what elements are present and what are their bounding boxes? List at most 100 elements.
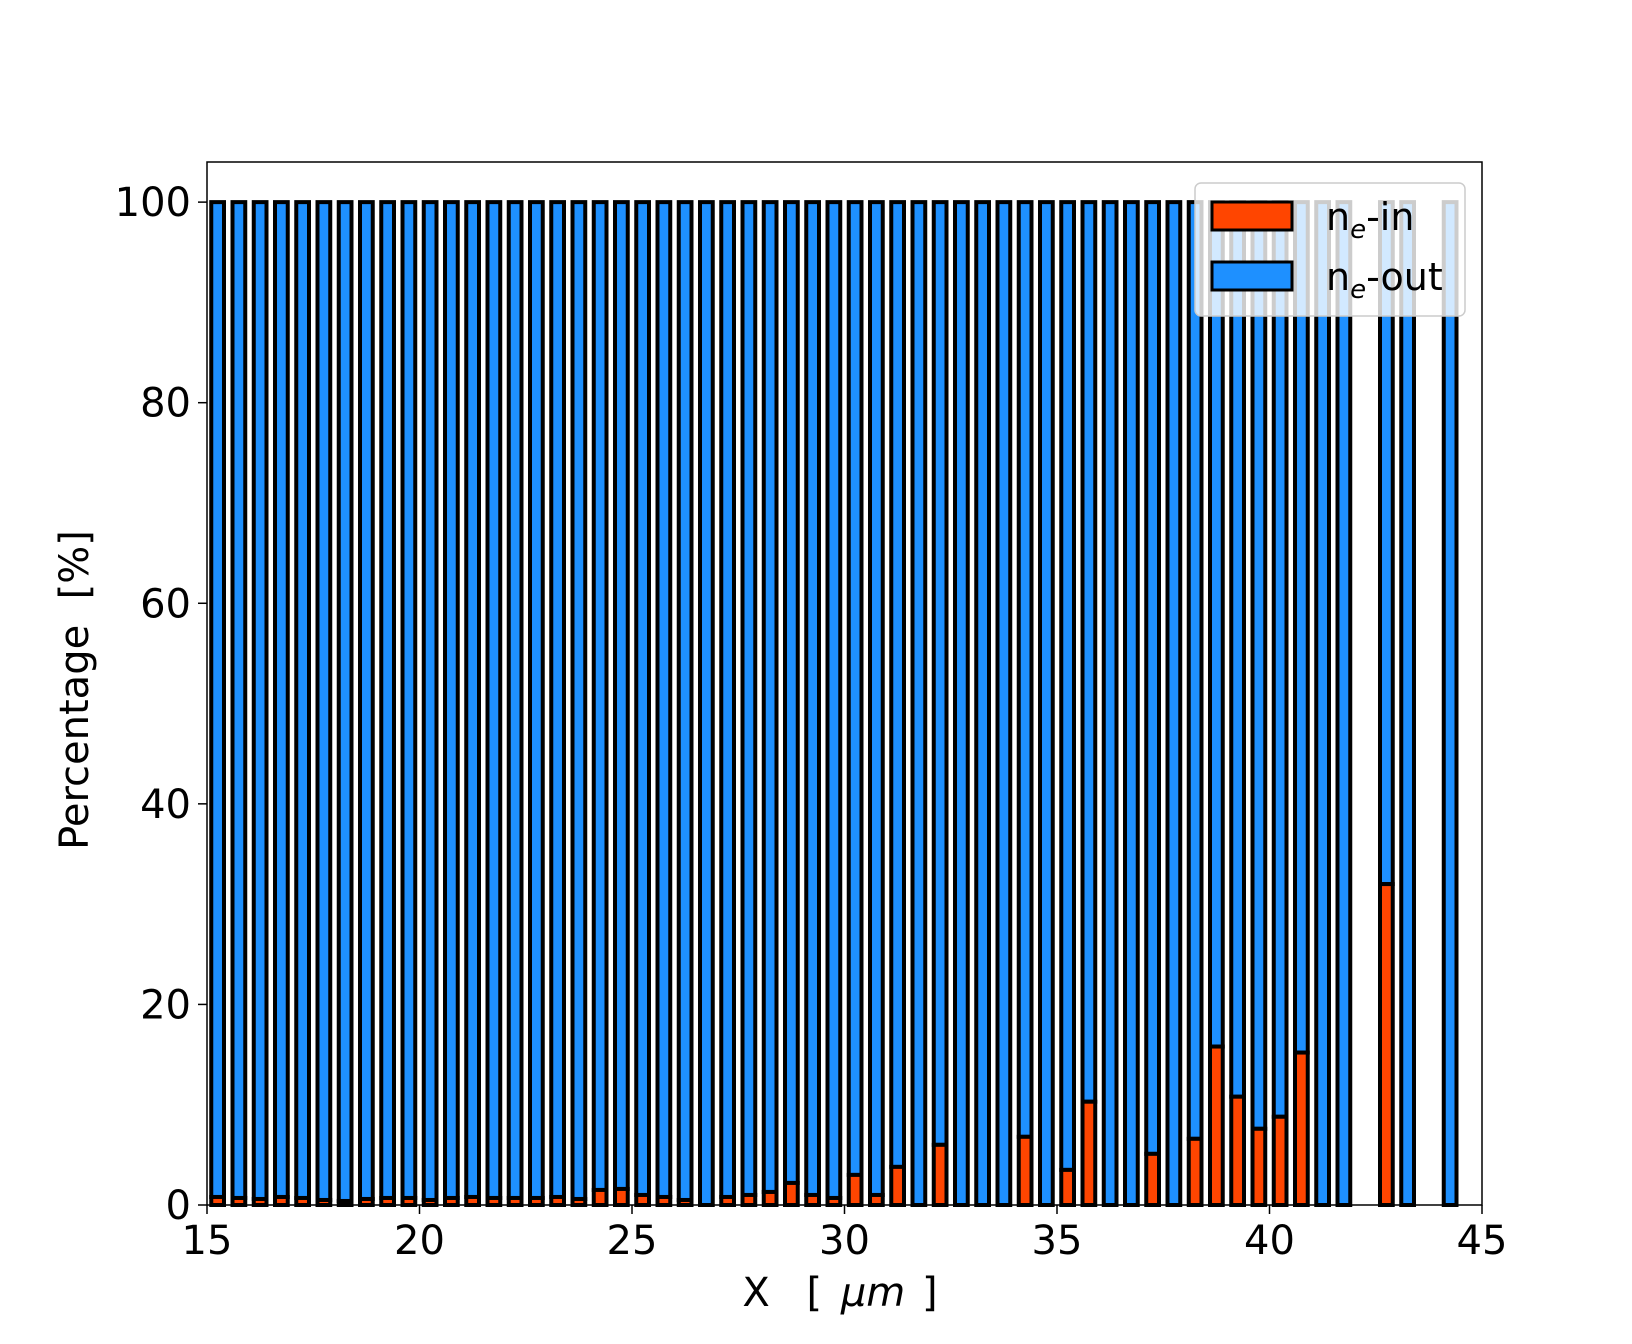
x-tick-label: 35 bbox=[1032, 1218, 1083, 1264]
bar-ne-out bbox=[1101, 200, 1119, 1208]
bar-ne-out bbox=[506, 200, 524, 1200]
legend-label: ne-in bbox=[1326, 195, 1414, 245]
bar-ne-out bbox=[1038, 200, 1055, 1208]
y-tick-label: 0 bbox=[166, 1183, 191, 1229]
bar-ne-out bbox=[825, 200, 843, 1200]
bar-ne-out bbox=[273, 200, 290, 1199]
bar-ne-in bbox=[1293, 1050, 1310, 1207]
bar-ne-out bbox=[634, 200, 651, 1197]
x-tick-label: 25 bbox=[607, 1218, 658, 1264]
bar-ne-in bbox=[443, 1195, 460, 1208]
bar-ne-in bbox=[570, 1196, 588, 1207]
bar-ne-in bbox=[783, 1180, 800, 1207]
x-axis-label-bracket-close: ] bbox=[922, 1270, 938, 1316]
bar-ne-out bbox=[783, 200, 800, 1185]
x-axis: 15 20 25 30 35 40 45 bbox=[182, 1205, 1507, 1264]
y-axis: 0 20 40 60 80 100 bbox=[115, 180, 207, 1229]
bar-ne-out bbox=[995, 200, 1013, 1208]
bar-ne-in bbox=[740, 1192, 758, 1208]
x-axis-label: X [ μm ] bbox=[742, 1270, 937, 1316]
bar-ne-out bbox=[1186, 200, 1204, 1141]
bar-ne-out bbox=[209, 200, 226, 1199]
bar-ne-out bbox=[1271, 200, 1289, 1119]
bar-ne-out bbox=[464, 200, 481, 1199]
bar-ne-out bbox=[804, 200, 821, 1197]
bar-ne-out bbox=[570, 200, 588, 1201]
plot-frame bbox=[206, 161, 1483, 1206]
y-axis-label: Percentage [%] bbox=[52, 530, 98, 850]
y-tick-label: 40 bbox=[140, 782, 191, 828]
bar-ne-out bbox=[485, 200, 503, 1200]
bar-ne-out bbox=[1399, 200, 1416, 1208]
y-tick-label: 100 bbox=[115, 180, 191, 226]
bar-ne-in bbox=[1059, 1167, 1076, 1208]
bar-ne-in bbox=[591, 1187, 609, 1208]
bar-ne-in bbox=[846, 1172, 864, 1207]
bar-ne-in bbox=[1208, 1044, 1225, 1207]
bar-ne-out bbox=[761, 200, 779, 1194]
bar-ne-out bbox=[613, 200, 630, 1191]
bar-ne-in bbox=[549, 1194, 566, 1208]
bar-ne-out bbox=[953, 200, 970, 1208]
bar-ne-out bbox=[528, 200, 545, 1200]
bar-ne-in bbox=[931, 1142, 949, 1207]
bar-ne-out bbox=[379, 200, 396, 1200]
bar-ne-in bbox=[1186, 1136, 1204, 1207]
bar-ne-in bbox=[1229, 1094, 1246, 1208]
bar-ne-in bbox=[613, 1186, 630, 1208]
y-tick-label: 80 bbox=[140, 381, 191, 427]
bar-ne-in bbox=[421, 1197, 439, 1208]
x-tick-label: 15 bbox=[182, 1218, 233, 1264]
x-tick-label: 40 bbox=[1244, 1218, 1295, 1264]
bar-ne-in bbox=[506, 1195, 524, 1208]
bar-ne-in bbox=[761, 1189, 779, 1208]
bar-ne-in bbox=[1144, 1151, 1161, 1208]
bar-ne-out bbox=[1144, 200, 1161, 1156]
bar-ne-out bbox=[251, 200, 269, 1201]
bar-ne-out bbox=[421, 200, 439, 1202]
bar-ne-in bbox=[1250, 1126, 1268, 1207]
bar-ne-out bbox=[549, 200, 566, 1199]
x-axis-label-bracket-open: [ bbox=[807, 1270, 823, 1316]
bar-ne-in bbox=[464, 1194, 481, 1208]
legend-swatch bbox=[1210, 260, 1294, 292]
bar-ne-in bbox=[1080, 1099, 1098, 1207]
bar-ne-out bbox=[294, 200, 311, 1200]
x-axis-label-unit: μm bbox=[840, 1270, 905, 1316]
x-tick-label: 30 bbox=[819, 1218, 870, 1264]
legend-swatch bbox=[1210, 200, 1294, 232]
bar-ne-out bbox=[1016, 200, 1034, 1139]
bar-ne-out bbox=[719, 200, 736, 1199]
bar-ne-in bbox=[719, 1194, 736, 1208]
bar-ne-in bbox=[358, 1196, 375, 1207]
bar-ne-in bbox=[804, 1192, 821, 1208]
bar-ne-in bbox=[1378, 882, 1395, 1207]
bar-ne-out bbox=[443, 200, 460, 1200]
y-tick-label: 60 bbox=[140, 581, 191, 627]
legend: ne-in ne-out bbox=[1194, 182, 1466, 317]
bar-ne-out bbox=[1165, 200, 1183, 1208]
bar-ne-in bbox=[528, 1195, 545, 1208]
bar-ne-out bbox=[1250, 200, 1268, 1131]
bar-ne-in bbox=[825, 1195, 843, 1208]
bar-ne-out bbox=[846, 200, 864, 1177]
bar-ne-out bbox=[1123, 200, 1140, 1208]
bar-ne-out bbox=[230, 200, 248, 1200]
bar-ne-out bbox=[910, 200, 928, 1208]
bar-ne-out bbox=[931, 200, 949, 1147]
bar-ne-out bbox=[740, 200, 758, 1197]
bar-ne-in bbox=[209, 1194, 226, 1208]
bar-ne-out bbox=[358, 200, 375, 1201]
bar-ne-in bbox=[1016, 1134, 1034, 1207]
bar-ne-out bbox=[889, 200, 906, 1169]
bar-ne-out bbox=[400, 200, 418, 1200]
bars-layer bbox=[209, 200, 1459, 1208]
bar-ne-out bbox=[868, 200, 885, 1197]
bar-ne-out bbox=[676, 200, 694, 1202]
bar-ne-in bbox=[889, 1164, 906, 1207]
bar-ne-out bbox=[1335, 200, 1353, 1208]
bar-ne-out bbox=[315, 200, 333, 1202]
x-tick-label: 20 bbox=[394, 1218, 445, 1264]
bar-ne-in bbox=[868, 1192, 885, 1208]
x-axis-label-main: X bbox=[742, 1270, 769, 1316]
